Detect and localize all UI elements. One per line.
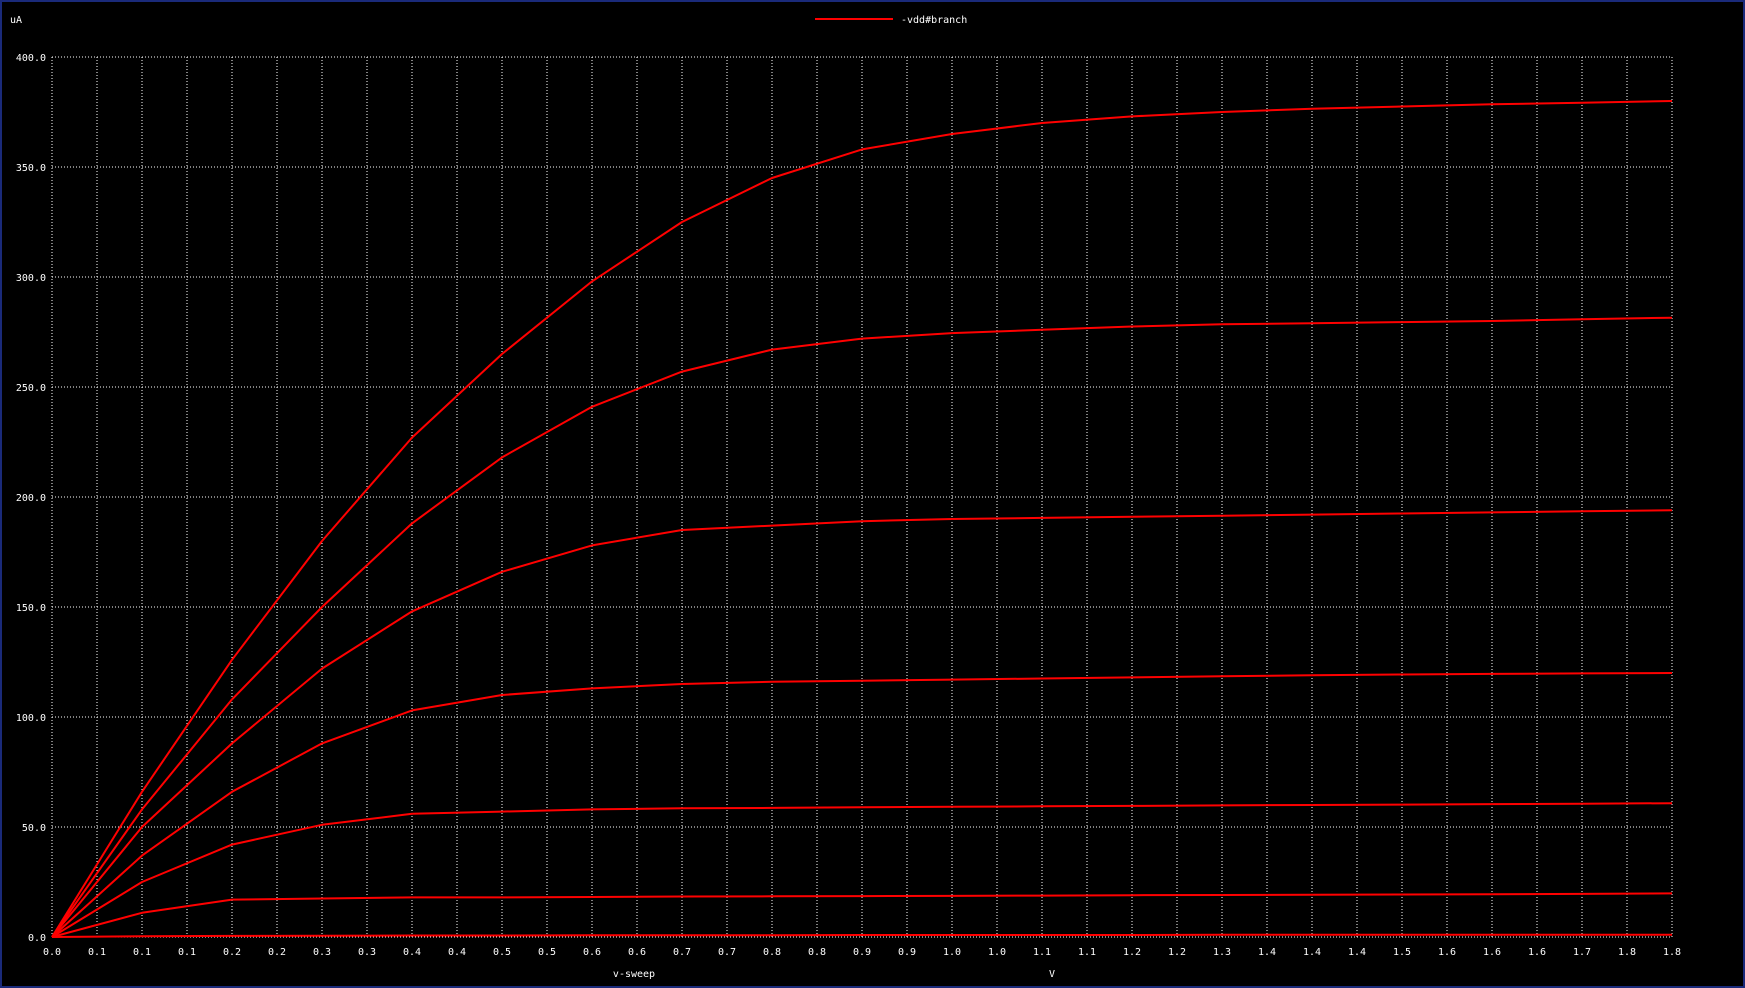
y-tick-label: 300.0 (16, 273, 46, 284)
x-tick-label: 1.2 (1168, 947, 1186, 958)
x-tick-label: 0.8 (763, 947, 781, 958)
x-tick-label: 0.6 (583, 947, 601, 958)
x-axis-title: v-sweep (613, 969, 655, 980)
x-tick-label: 0.5 (493, 947, 511, 958)
x-tick-label: 1.3 (1213, 947, 1231, 958)
x-tick-label: 0.7 (673, 947, 691, 958)
x-tick-label: 1.6 (1528, 947, 1546, 958)
x-tick-label: 0.9 (898, 947, 916, 958)
x-tick-label: 0.7 (718, 947, 736, 958)
series-line-1 (51, 933, 1672, 938)
x-tick-label: 0.1 (178, 947, 196, 958)
x-tick-label: 1.7 (1573, 947, 1591, 958)
y-tick-label: 200.0 (16, 493, 46, 504)
x-tick-label: 1.6 (1438, 947, 1456, 958)
y-tick-label: 250.0 (16, 383, 46, 394)
series-group (51, 100, 1673, 938)
x-tick-label: 0.4 (403, 947, 421, 958)
y-tick-label: 50.0 (22, 823, 46, 834)
legend: -vdd#branch (815, 15, 967, 26)
y-tick-label: 400.0 (16, 53, 46, 64)
x-tick-label: 1.1 (1078, 947, 1096, 958)
x-tick-label: 0.0 (43, 947, 61, 958)
legend-label: -vdd#branch (901, 15, 967, 26)
x-axis-unit: V (1049, 969, 1055, 980)
x-tick-label: 0.1 (133, 947, 151, 958)
x-tick-label: 1.5 (1393, 947, 1411, 958)
x-tick-label: 1.8 (1618, 947, 1636, 958)
x-tick-label: 0.8 (808, 947, 826, 958)
x-tick-label: 1.4 (1303, 947, 1321, 958)
x-tick-label: 0.9 (853, 947, 871, 958)
x-tick-label: 1.4 (1258, 947, 1276, 958)
y-tick-label: 350.0 (16, 163, 46, 174)
y-tick-label: 0.0 (28, 933, 46, 944)
x-tick-label: 0.3 (358, 947, 376, 958)
x-tick-label: 1.6 (1483, 947, 1501, 958)
series-line-2 (51, 892, 1673, 938)
x-tick-label: 1.0 (943, 947, 961, 958)
x-tick-label: 0.5 (538, 947, 556, 958)
series-line-3 (51, 802, 1673, 938)
x-tick-label: 0.6 (628, 947, 646, 958)
x-tick-label: 1.4 (1348, 947, 1366, 958)
y-tick-label: 150.0 (16, 603, 46, 614)
x-tick-label: 1.2 (1123, 947, 1141, 958)
y-axis-title: uA (10, 15, 22, 26)
x-tick-label: 0.3 (313, 947, 331, 958)
series-line-6 (51, 316, 1673, 938)
x-tick-label: 0.4 (448, 947, 466, 958)
x-tick-label: 0.2 (268, 947, 286, 958)
x-tick-label: 0.2 (223, 947, 241, 958)
x-tick-label: 1.1 (1033, 947, 1051, 958)
y-tick-label: 100.0 (16, 713, 46, 724)
series-line-7 (51, 100, 1673, 938)
series-line-5 (51, 509, 1673, 938)
x-tick-label: 1.8 (1663, 947, 1681, 958)
tick-labels: 0.0 0.1 0.1 0.1 0.2 0.2 0.3 0.3 0.4 0.4 0.5 0.5 0.6 0… (16, 53, 1681, 958)
x-tick-label: 1.0 (988, 947, 1006, 958)
series-line-4 (51, 672, 1673, 938)
x-tick-label: 0.1 (88, 947, 106, 958)
